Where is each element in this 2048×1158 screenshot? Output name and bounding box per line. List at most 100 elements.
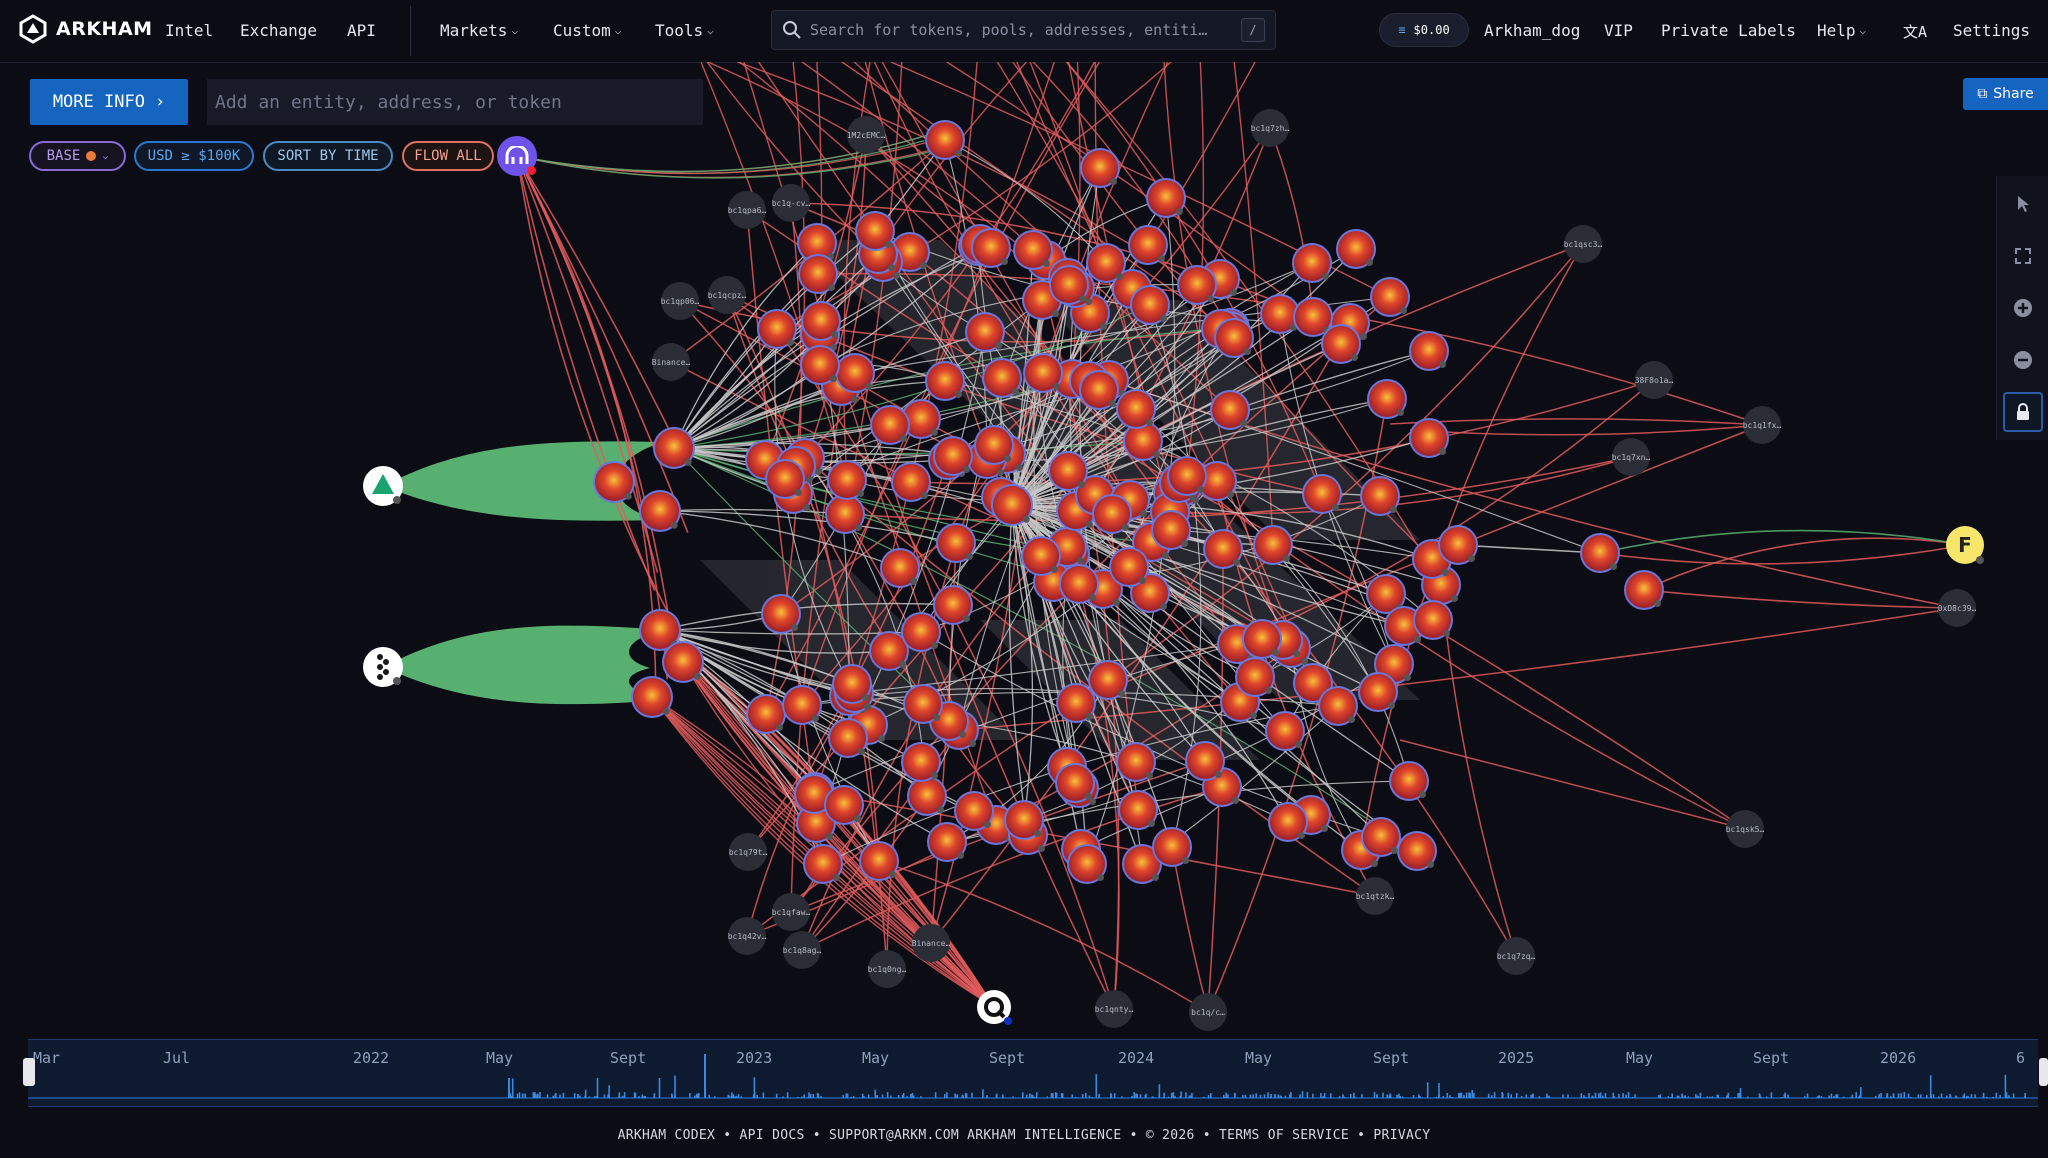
- token-node[interactable]: [1624, 570, 1664, 610]
- token-node[interactable]: [798, 254, 838, 294]
- token-node[interactable]: [1397, 831, 1437, 871]
- token-node[interactable]: [593, 461, 635, 503]
- token-node[interactable]: [907, 776, 947, 816]
- token-node[interactable]: [1185, 741, 1225, 781]
- token-node[interactable]: [1358, 672, 1398, 712]
- token-node[interactable]: [835, 353, 875, 393]
- token-node[interactable]: [757, 309, 797, 349]
- token-node[interactable]: [1086, 243, 1126, 283]
- lock-layout-button[interactable]: [2003, 392, 2043, 432]
- token-node[interactable]: [1321, 324, 1361, 364]
- menu-custom[interactable]: Custom ⌵: [553, 21, 621, 40]
- token-node[interactable]: [761, 594, 801, 634]
- token-node[interactable]: [1253, 525, 1293, 565]
- token-node[interactable]: [797, 223, 837, 263]
- address-node[interactable]: bc1q-cv…: [772, 184, 811, 222]
- token-node[interactable]: [1413, 600, 1453, 640]
- token-node[interactable]: [1167, 456, 1207, 496]
- timeline-start-handle[interactable]: [23, 1058, 35, 1086]
- token-node[interactable]: [1242, 619, 1282, 659]
- token-node[interactable]: [800, 345, 840, 385]
- share-button[interactable]: ⧉ Share: [1963, 78, 2048, 110]
- token-node[interactable]: [1056, 683, 1096, 723]
- token-node[interactable]: [1079, 370, 1119, 410]
- token-node[interactable]: [925, 361, 965, 401]
- token-node[interactable]: [765, 459, 805, 499]
- token-node[interactable]: [1088, 660, 1128, 700]
- token-node[interactable]: [891, 462, 931, 502]
- token-node[interactable]: [925, 120, 965, 160]
- token-node[interactable]: [1116, 389, 1156, 429]
- token-node[interactable]: [825, 494, 865, 534]
- token-node[interactable]: [1265, 711, 1305, 751]
- token-node[interactable]: [859, 841, 899, 881]
- address-node[interactable]: bc1q/c…: [1189, 993, 1227, 1031]
- address-node[interactable]: bc1qtzk…: [1356, 877, 1395, 915]
- token-node[interactable]: [1302, 474, 1342, 514]
- address-node[interactable]: bc1q7xn…: [1612, 438, 1651, 476]
- token-node[interactable]: [1092, 494, 1132, 534]
- address-node[interactable]: bc1q7zq…: [1497, 937, 1536, 975]
- token-node[interactable]: [1361, 817, 1401, 857]
- token-node[interactable]: [1292, 243, 1332, 283]
- token-node[interactable]: [1360, 476, 1400, 516]
- token-node[interactable]: [1021, 536, 1061, 576]
- zoom-out-button[interactable]: [1997, 338, 2048, 382]
- token-node[interactable]: [662, 641, 704, 683]
- token-node[interactable]: [1118, 790, 1158, 830]
- nav-intel[interactable]: Intel: [165, 21, 214, 40]
- token-node[interactable]: [1366, 574, 1406, 614]
- token-node[interactable]: [901, 742, 941, 782]
- token-node[interactable]: [1116, 742, 1156, 782]
- token-node[interactable]: [1123, 421, 1163, 461]
- nav-exchange[interactable]: Exchange: [240, 21, 318, 40]
- address-node[interactable]: bc1qnty…: [1095, 990, 1134, 1028]
- token-node[interactable]: [1023, 353, 1063, 393]
- footer-links[interactable]: ARKHAM CODEX • API DOCS • SUPPORT@ARKM.C…: [617, 1128, 1431, 1143]
- menu-tools[interactable]: Tools ⌵: [655, 21, 714, 40]
- nav-api[interactable]: API: [347, 21, 376, 40]
- token-node[interactable]: [965, 312, 1005, 352]
- address-node[interactable]: 0xD8c39…: [1938, 589, 1977, 627]
- address-node[interactable]: bc1q1fx…: [1743, 406, 1782, 444]
- help-menu[interactable]: Help ⌵: [1817, 21, 1866, 40]
- token-node[interactable]: [1438, 525, 1478, 565]
- token-node[interactable]: [927, 822, 967, 862]
- token-node[interactable]: [639, 490, 681, 532]
- token-node[interactable]: [1177, 265, 1217, 305]
- token-node[interactable]: [832, 664, 872, 704]
- token-node[interactable]: [954, 791, 994, 831]
- address-node[interactable]: bc1qp06…: [661, 282, 700, 320]
- token-node[interactable]: [1004, 800, 1044, 840]
- token-node[interactable]: [1260, 294, 1300, 334]
- private-labels-link[interactable]: Private Labels: [1661, 21, 1796, 40]
- token-node[interactable]: [1067, 844, 1107, 884]
- token-node[interactable]: [1210, 390, 1250, 430]
- token-node[interactable]: [1146, 178, 1186, 218]
- token-node[interactable]: [1109, 547, 1149, 587]
- token-node[interactable]: [1152, 827, 1192, 867]
- token-node[interactable]: [982, 358, 1022, 398]
- token-node[interactable]: [870, 405, 910, 445]
- language-button[interactable]: 文A: [1903, 21, 1927, 42]
- address-node[interactable]: bc1qsc3…: [1564, 225, 1603, 263]
- token-node[interactable]: [746, 694, 786, 734]
- address-node[interactable]: Binance…: [652, 343, 691, 381]
- address-node[interactable]: bc1qcpz…: [708, 276, 747, 314]
- fit-view-button[interactable]: [1997, 234, 2048, 278]
- address-node[interactable]: bc1q79t…: [729, 833, 768, 871]
- usd-threshold-filter[interactable]: USD ≥ $100K: [134, 141, 254, 171]
- sort-by-time-filter[interactable]: SORT BY TIME: [263, 141, 393, 171]
- token-node[interactable]: [1370, 277, 1410, 317]
- wallet-balance-button[interactable]: ≡ $0.00: [1379, 13, 1469, 47]
- address-node[interactable]: 38F8o1a…: [1635, 361, 1674, 399]
- token-node[interactable]: [794, 774, 834, 814]
- settings-link[interactable]: Settings: [1953, 21, 2031, 40]
- address-node[interactable]: bc1qsk5…: [1726, 810, 1765, 848]
- user-menu[interactable]: Arkham_dog: [1484, 21, 1581, 40]
- token-node[interactable]: [901, 612, 941, 652]
- token-node[interactable]: [782, 685, 822, 725]
- token-node[interactable]: [855, 211, 895, 251]
- token-node[interactable]: [1197, 461, 1237, 501]
- token-node[interactable]: [828, 718, 868, 758]
